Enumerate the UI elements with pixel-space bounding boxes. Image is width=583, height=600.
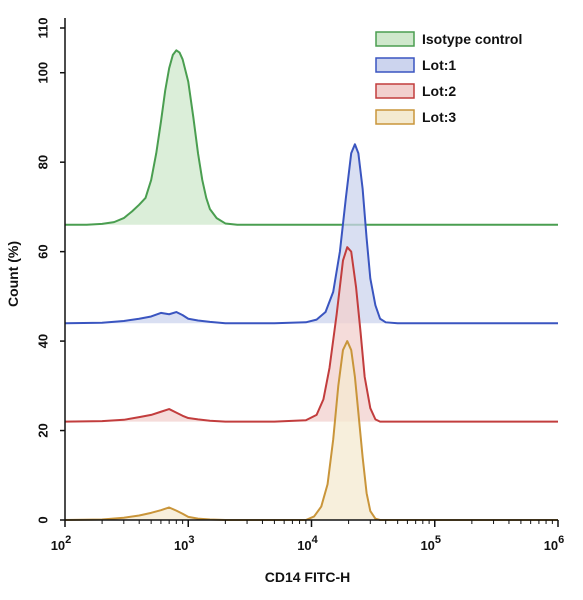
- series-line: [64, 340, 558, 521]
- legend-swatch: [375, 109, 415, 125]
- y-axis-title: Count (%): [5, 241, 21, 307]
- series-line: [64, 246, 558, 423]
- x-tick-exponent: 2: [65, 534, 71, 546]
- series-area: [65, 341, 558, 520]
- legend-label: Lot:3: [422, 109, 456, 125]
- y-tick-label: 20: [36, 423, 51, 437]
- series-line: [65, 49, 558, 226]
- x-tick-label: 106: [544, 534, 565, 553]
- x-tick-exponent: 3: [188, 534, 194, 546]
- legend-swatch: [375, 83, 415, 99]
- x-tick-label: 102: [51, 534, 72, 553]
- y-tick-label: 100: [36, 62, 51, 84]
- series-layer: [64, 49, 558, 521]
- legend-swatch: [375, 57, 415, 73]
- legend-item-1: Isotype control: [375, 31, 522, 47]
- y-tick-label: 110: [36, 18, 51, 39]
- x-tick-label: 104: [297, 534, 318, 553]
- x-tick-exponent: 6: [558, 534, 564, 546]
- legend-label: Lot:2: [422, 83, 456, 99]
- series-line: [64, 143, 558, 325]
- legend-label: Isotype control: [422, 31, 522, 47]
- legend-item-2: Lot:1: [375, 57, 456, 73]
- series-2: [64, 143, 558, 325]
- x-tick-exponent: 5: [435, 534, 441, 546]
- y-tick-label: 0: [36, 516, 51, 523]
- series-3: [64, 246, 558, 423]
- x-tick-label: 103: [174, 534, 195, 553]
- series-area: [65, 50, 558, 225]
- y-tick-label: 40: [36, 334, 51, 348]
- axes-layer: 0 20 40 60 80 100 110 102 103 104 105 106: [36, 18, 565, 553]
- y-tick-label: 80: [36, 155, 51, 169]
- series-area: [65, 247, 558, 422]
- legend-item-4: Lot:3: [375, 109, 456, 125]
- x-tick-exponent: 4: [312, 534, 319, 546]
- legend-swatch: [375, 31, 415, 47]
- series-4: [64, 340, 558, 521]
- x-axis-title: CD14 FITC-H: [265, 569, 351, 585]
- x-tick-label: 105: [420, 534, 441, 553]
- legend: Isotype control Lot:1 Lot:2 Lot:3: [375, 31, 522, 125]
- series-1: [65, 49, 558, 226]
- legend-item-3: Lot:2: [375, 83, 456, 99]
- y-tick-label: 60: [36, 244, 51, 258]
- legend-label: Lot:1: [422, 57, 456, 73]
- series-area: [65, 144, 558, 324]
